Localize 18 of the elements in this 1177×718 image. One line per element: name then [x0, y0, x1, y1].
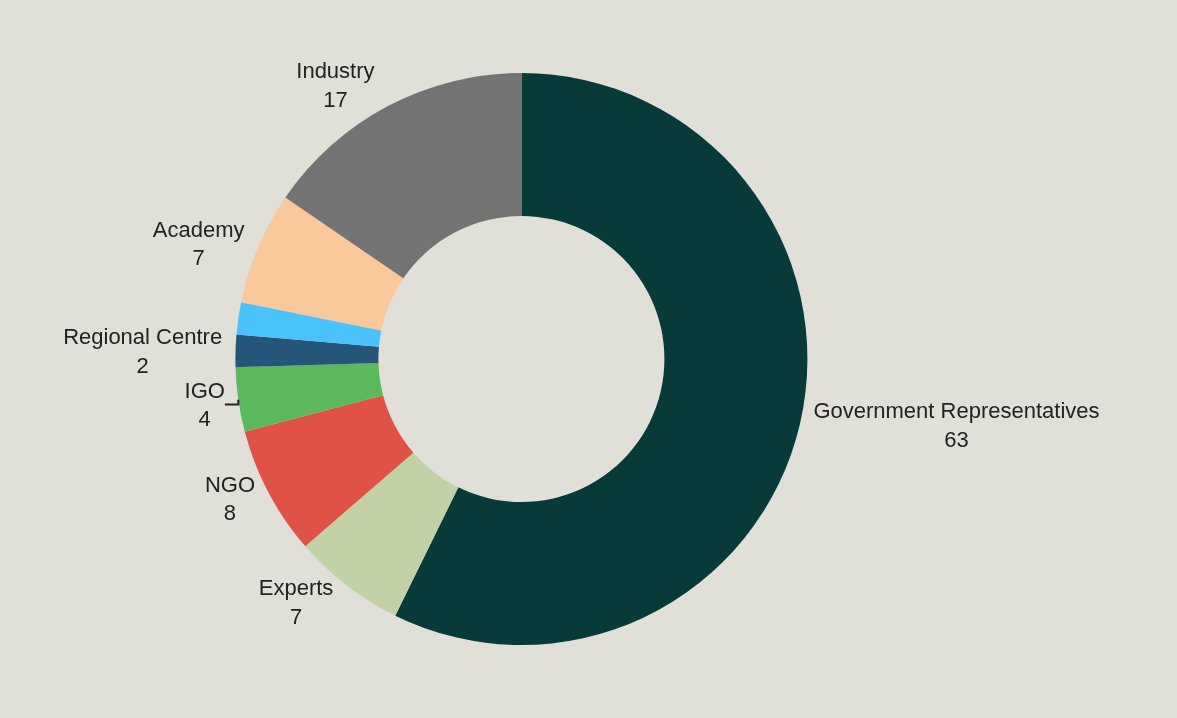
data-label: 7 [192, 245, 205, 271]
data-label: 17 [323, 86, 348, 112]
slice-label: Regional Centre [63, 324, 223, 350]
donut-slice [235, 334, 379, 368]
donut-slice [236, 302, 382, 347]
data-label: 2 [136, 352, 149, 378]
slice-label: Experts [258, 575, 334, 601]
slice-label: IGO [184, 377, 225, 403]
donut-slice [395, 72, 808, 645]
data-label: 63 [944, 426, 969, 452]
slice-label: Government Representatives [813, 398, 1100, 424]
slice-label: NGO [204, 471, 256, 497]
slice-label: Industry [296, 58, 375, 84]
data-label: 7 [289, 604, 303, 630]
slice-label: Academy [152, 216, 245, 242]
donut-slice [235, 363, 384, 432]
data-label: 8 [223, 500, 237, 526]
data-label: 4 [198, 406, 211, 432]
